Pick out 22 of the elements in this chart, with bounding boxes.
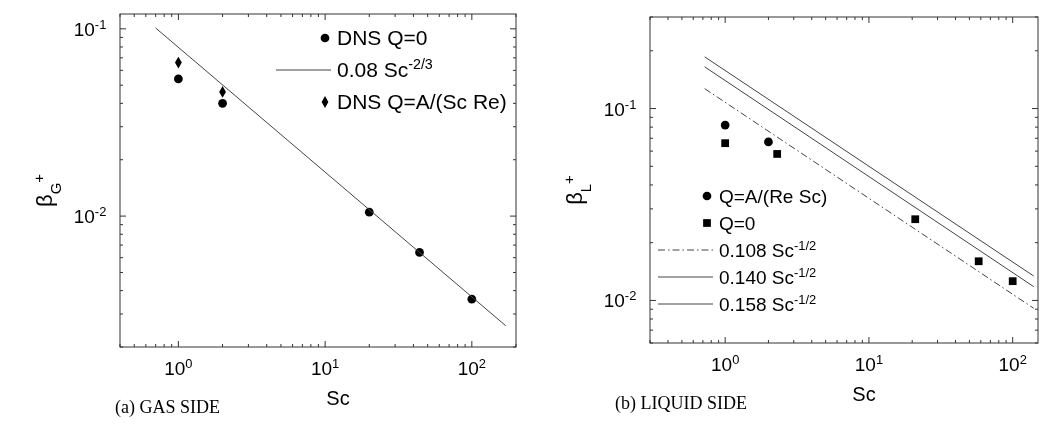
- y-tick-label: 10$^{-2}$: [603, 287, 637, 312]
- x-tick-label: 10$^{1}$: [854, 351, 884, 375]
- legend-label: DNS Q=0: [337, 26, 428, 49]
- y-tick-label: 10$^{-1}$: [73, 16, 107, 40]
- x-axis-title: Sc: [852, 383, 876, 405]
- legend-label: Q=0: [719, 213, 756, 234]
- legend-label: 0.158 Sc$^{-1/2}$: [719, 291, 817, 315]
- x-tick-label: 10$^{0}$: [711, 351, 740, 375]
- x-tick-label: 10$^{0}$: [164, 355, 193, 379]
- x-axis-title: Sc: [326, 387, 350, 409]
- text: (a) GAS SIDE: [115, 397, 220, 418]
- text: (b) LIQUID SIDE: [615, 393, 747, 414]
- y-tick-label: 10$^{-1}$: [603, 96, 637, 120]
- x-tick-label: 10$^{2}$: [998, 351, 1027, 375]
- legend-label: Q=A/(Re Sc): [719, 186, 828, 207]
- x-tick-label: 10$^{2}$: [457, 355, 486, 379]
- x-tick-label: 10$^{1}$: [310, 355, 340, 379]
- legend-label: DNS Q=A/(Sc Re): [337, 90, 507, 113]
- legend-label: 0.140 Sc$^{-1/2}$: [719, 264, 817, 288]
- legend-label: 0.08 Sc$^{-2/3}$: [337, 56, 433, 81]
- y-tick-label: 10$^{-2}$: [73, 203, 107, 228]
- legend-label: 0.108 Sc$^{-1/2}$: [719, 237, 817, 261]
